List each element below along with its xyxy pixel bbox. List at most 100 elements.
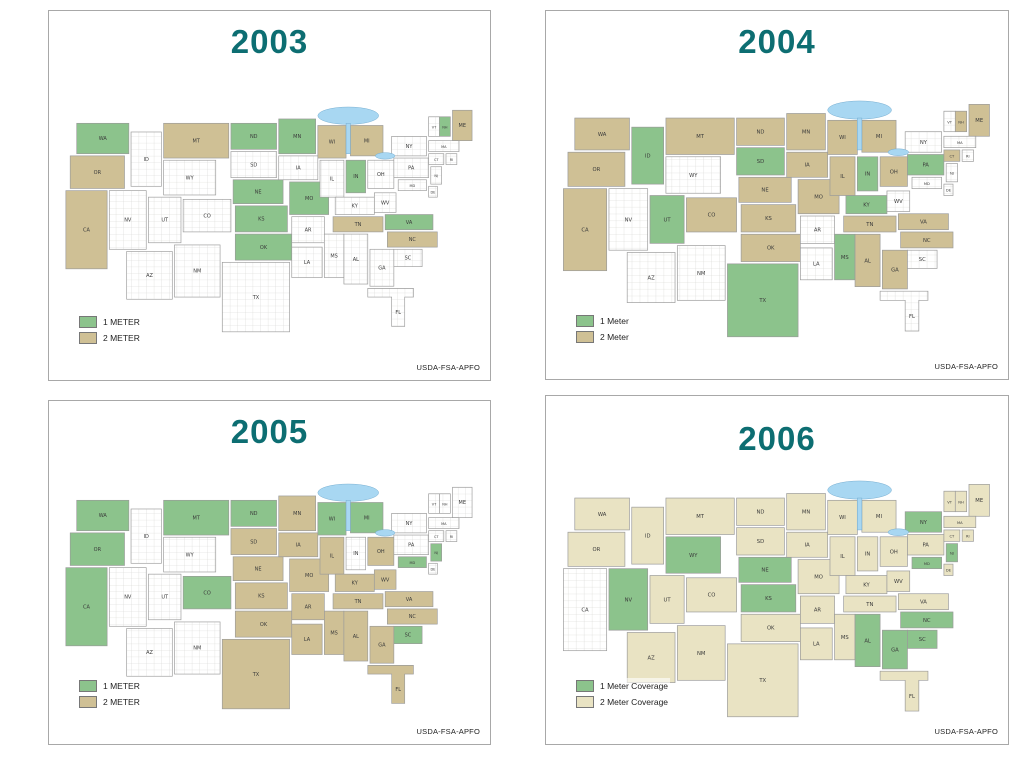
state-CO: [182, 575, 232, 610]
legend-row-2m: 2 METER: [79, 332, 140, 344]
state-label-NC: NC: [923, 618, 931, 624]
state-label-SC: SC: [405, 256, 412, 262]
state-WI: [827, 119, 858, 155]
state-label-AZ: AZ: [648, 655, 656, 661]
state-label-MA: MA: [441, 522, 447, 526]
state-WV: [886, 570, 911, 592]
state-label-VA: VA: [920, 220, 927, 226]
state-label-NC: NC: [409, 614, 417, 620]
state-NH: [439, 116, 451, 137]
state-ND: [230, 499, 277, 527]
state-MN: [786, 113, 826, 151]
state-label-MA: MA: [441, 145, 447, 149]
state-label-AR: AR: [305, 227, 312, 233]
two-meter-label: 2 METER: [103, 697, 140, 707]
great-lakes-superior-lake-shape: [317, 483, 379, 502]
state-CO: [182, 198, 232, 233]
state-label-AL: AL: [864, 258, 871, 264]
state-label-DE: DE: [946, 569, 952, 573]
state-label-IA: IA: [296, 166, 301, 172]
state-MA: [428, 517, 460, 529]
state-NM: [174, 244, 221, 298]
state-label-CO: CO: [203, 213, 210, 219]
state-ND: [736, 497, 785, 526]
state-label-SD: SD: [250, 539, 257, 545]
state-label-MN: MN: [293, 134, 301, 140]
state-label-GA: GA: [891, 647, 899, 653]
state-label-UT: UT: [161, 218, 169, 224]
state-label-OH: OH: [377, 549, 385, 555]
state-label-TN: TN: [865, 222, 873, 228]
state-label-WY: WY: [186, 175, 195, 181]
state-label-MO: MO: [814, 574, 823, 580]
legend-row-2m: 2 Meter Coverage: [576, 696, 668, 708]
one-meter-swatch: [79, 680, 97, 692]
state-label-IN: IN: [353, 174, 358, 180]
state-SD: [736, 147, 785, 176]
state-label-NE: NE: [255, 566, 262, 572]
state-PA: [907, 534, 945, 556]
one-meter-label: 1 Meter Coverage: [600, 681, 669, 691]
state-label-IL: IL: [330, 176, 334, 182]
state-label-PA: PA: [922, 163, 929, 169]
map-legend-2005: 1 METER 2 METER: [77, 678, 142, 710]
state-label-NH: NH: [442, 502, 448, 506]
state-label-WY: WY: [689, 553, 698, 559]
legend-row-2m: 2 METER: [79, 696, 140, 708]
state-NM: [676, 245, 726, 301]
state-SC: [393, 248, 423, 267]
state-label-NE: NE: [255, 189, 262, 195]
state-VA: [384, 591, 434, 608]
state-WA: [76, 122, 130, 155]
state-label-CA: CA: [83, 227, 90, 233]
state-MN: [786, 493, 826, 531]
state-FL: [367, 665, 414, 704]
great-lakes-superior-lake-shape: [827, 100, 892, 120]
state-MT: [665, 497, 735, 535]
state-WI: [827, 499, 858, 535]
state-DE: [428, 185, 438, 198]
map-panel-2003: 2003 WA OR CA ID NV UT AZ MT WY CO NM ND SD NE KS OK TX M…: [48, 10, 491, 381]
state-label-MN: MN: [802, 510, 811, 516]
us-coverage-map-2005: WA OR CA ID NV UT AZ MT WY CO NM ND SD NE KS OK TX MN IA MO…: [55, 457, 484, 738]
state-label-GA: GA: [378, 642, 386, 648]
state-label-NH: NH: [442, 125, 448, 129]
two-meter-label: 2 METER: [103, 333, 140, 343]
state-SC: [393, 625, 423, 644]
state-FL: [879, 290, 929, 332]
state-label-WA: WA: [99, 513, 108, 519]
state-AZ: [626, 632, 676, 683]
state-AZ: [126, 251, 173, 300]
lake-erie-lake-shape: [887, 148, 909, 156]
us-states-map-svg: WA OR CA ID NV UT AZ MT WY CO NM ND SD NE KS OK TX MN IA MO…: [563, 100, 990, 338]
state-NH: [439, 493, 451, 514]
state-AR: [291, 593, 325, 621]
state-label-UT: UT: [664, 217, 672, 223]
us-coverage-map-2006: WA OR CA ID NV UT AZ MT WY CO NM ND SD NE KS OK TX MN IA MO…: [552, 462, 1002, 738]
state-DE: [428, 562, 438, 575]
state-ME: [968, 104, 990, 137]
legend-row-1m: 1 Meter: [576, 315, 629, 327]
state-LA: [800, 247, 833, 281]
state-label-AL: AL: [353, 257, 359, 263]
state-label-MA: MA: [957, 521, 963, 525]
state-label-NM: NM: [193, 269, 201, 275]
state-label-ND: ND: [250, 134, 258, 140]
state-label-AZ: AZ: [146, 650, 153, 656]
us-coverage-map-2004: WA OR CA ID NV UT AZ MT WY CO NM ND SD NE KS OK TX MN IA MO…: [552, 67, 1002, 373]
state-PA: [393, 157, 429, 178]
state-CT: [428, 153, 445, 165]
year-title-2006: 2006: [738, 420, 816, 457]
state-label-WV: WV: [894, 199, 903, 205]
state-label-NM: NM: [697, 651, 705, 657]
state-label-SD: SD: [757, 539, 764, 545]
great-lakes-superior-lake-shape: [827, 480, 892, 500]
state-label-NY: NY: [920, 520, 928, 526]
state-PA: [907, 154, 945, 176]
state-DE: [943, 183, 954, 196]
state-label-IN: IN: [865, 552, 871, 558]
state-label-WI: WI: [839, 515, 846, 521]
state-OH: [367, 536, 395, 566]
state-label-OK: OK: [260, 245, 268, 251]
state-NE: [232, 179, 284, 204]
